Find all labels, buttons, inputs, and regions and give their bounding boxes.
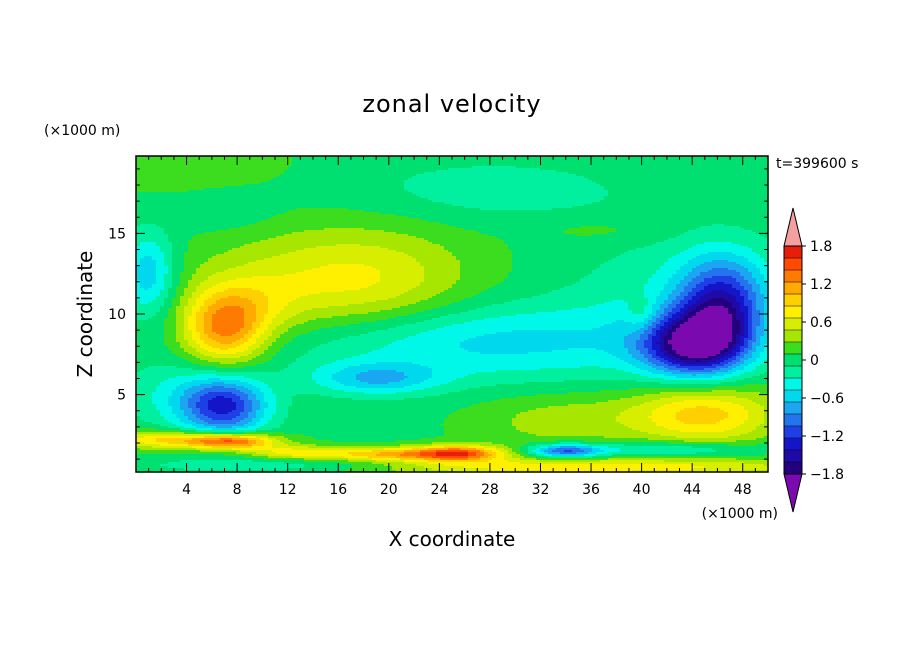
y-unit-label: (×1000 m) <box>44 123 120 139</box>
velocity-field <box>136 156 768 472</box>
time-label: t=399600 s <box>776 156 858 172</box>
chart-title: zonal velocity <box>362 90 541 118</box>
